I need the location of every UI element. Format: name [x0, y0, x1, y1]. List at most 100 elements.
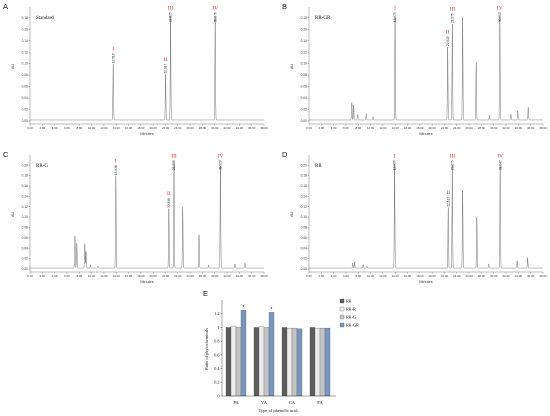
retention-time-label: 22.612	[446, 197, 450, 207]
x-tick-label: 28.00	[478, 274, 486, 278]
y-tick-label: 0.12	[301, 50, 307, 54]
x-tick-label: 36.00	[248, 126, 256, 130]
y-tick-label: 0.04	[301, 246, 307, 250]
y-tick-label: 1	[217, 325, 219, 330]
y-tick-label: 0.06	[301, 85, 307, 89]
x-tick-label: 10.00	[88, 274, 96, 278]
y-axis-title: Ratio of phytochemicals	[204, 328, 209, 370]
y-axis-title: AU	[11, 64, 15, 70]
x-tick-label: 24.00	[174, 274, 182, 278]
y-tick-label: 0.02	[22, 257, 28, 261]
retention-time-label: 23.386	[172, 160, 176, 170]
x-tick-label: 24.00	[453, 274, 461, 278]
y-tick-label: 0.10	[301, 62, 307, 66]
x-tick-label: 28.00	[478, 126, 486, 130]
x-axis-title: Minutes	[419, 280, 432, 284]
x-tick-label: 36.00	[527, 126, 535, 130]
x-tick-label: 38.00	[260, 274, 268, 278]
y-tick-label: 0.20	[22, 163, 28, 167]
legend-label: RR-R	[346, 307, 356, 312]
bar	[281, 327, 288, 397]
y-tick-label: 0.06	[22, 236, 28, 240]
x-tick-label: 12.00	[379, 126, 387, 130]
x-tick-label: 34.00	[515, 126, 523, 130]
y-tick-label: 0.16	[301, 27, 307, 31]
retention-time-label: 23.275	[450, 160, 454, 170]
x-tick-label: 0.00	[27, 126, 33, 130]
compound-label: II	[446, 190, 450, 196]
x-tick-label: 14.00	[392, 126, 400, 130]
y-tick-label: 0.16	[22, 27, 28, 31]
y-axis-title: AU	[290, 212, 294, 218]
x-tick-label: 0.00	[306, 126, 312, 130]
bar	[258, 326, 265, 397]
category-label: PA	[233, 400, 239, 405]
y-tick-label: 0.4	[214, 366, 220, 371]
y-tick-label: 0.08	[301, 226, 307, 230]
panel-e-bar-chart: E 0 0.2 0.4 0.6 0.8 1 1.2 * PA * VA CA FA Type of phen…	[203, 289, 359, 413]
retention-time-label: 22.546	[167, 198, 171, 208]
compound-label: III	[450, 6, 456, 12]
y-tick-label: 0.02	[301, 257, 307, 261]
x-tick-label: 26.00	[186, 274, 194, 278]
x-tick-label: 8.00	[76, 274, 82, 278]
x-tick-label: 38.00	[260, 126, 268, 130]
y-tick-label: 0.14	[22, 194, 28, 198]
y-tick-label: 0.14	[301, 39, 307, 43]
panel-label: B	[282, 2, 287, 11]
retention-time-label: 22.515	[446, 36, 450, 46]
x-tick-label: 36.00	[527, 274, 535, 278]
x-tick-label: 28.00	[199, 126, 207, 130]
x-axis-title: Minutes	[140, 132, 153, 136]
compound-label: I	[394, 154, 396, 160]
x-tick-label: 12.00	[379, 274, 387, 278]
compound-label: IV	[497, 154, 503, 160]
retention-time-label: 30.990	[498, 12, 502, 22]
panel-label: A	[3, 2, 8, 11]
x-tick-label: 20.00	[429, 274, 437, 278]
y-tick-label: 0.02	[301, 108, 307, 112]
x-tick-label: 10.00	[367, 274, 375, 278]
x-axis-title: Minutes	[419, 132, 432, 136]
x-tick-label: 8.00	[355, 274, 361, 278]
retention-time-label: 22.017	[164, 64, 168, 74]
x-tick-label: 10.00	[367, 126, 375, 130]
y-tick-label: 0.14	[301, 194, 307, 198]
x-tick-label: 30.00	[490, 274, 498, 278]
x-tick-label: 22.00	[441, 274, 449, 278]
panel-c-chromatogram: C RR-G 0.00 0.02 0.04 0.06 0.08 0.10 0.12 0.14 0.1…	[3, 150, 268, 284]
panel-a-chromatogram: A Standard 0.00 0.02 0.04 0.06 0.08 0.10 0.12 0.1…	[3, 2, 268, 136]
x-tick-label: 16.00	[125, 126, 133, 130]
x-tick-label: 4.00	[52, 274, 58, 278]
x-axis-title: Type of phenolic acid	[258, 408, 298, 413]
panel-label: E	[203, 289, 208, 298]
x-tick-label: 14.00	[392, 274, 400, 278]
bar	[314, 327, 321, 397]
x-tick-label: 18.00	[137, 274, 145, 278]
x-tick-label: 4.00	[331, 126, 337, 130]
x-tick-label: 18.00	[137, 126, 145, 130]
x-tick-label: 6.00	[64, 274, 70, 278]
y-tick-label: 0.18	[22, 16, 28, 20]
x-tick-label: 0.00	[306, 274, 312, 278]
retention-time-label: 30.076	[213, 12, 217, 22]
x-tick-label: 22.00	[441, 126, 449, 130]
y-tick-label: 0.08	[22, 73, 28, 77]
x-tick-label: 24.00	[453, 126, 461, 130]
compound-label: III	[450, 154, 456, 160]
y-tick-label: 0.00	[301, 267, 307, 271]
y-tick-label: 0.04	[301, 96, 307, 100]
retention-time-label: 22.825	[169, 12, 173, 22]
x-tick-label: 32.00	[223, 126, 231, 130]
y-tick-label: 0.02	[22, 108, 28, 112]
significance-asterisk: *	[243, 305, 245, 311]
bar	[263, 327, 270, 397]
x-tick-label: 38.00	[539, 274, 547, 278]
x-tick-label: 34.00	[236, 126, 244, 130]
sample-name: Standard	[36, 16, 54, 21]
y-axis-title: AU	[11, 212, 15, 218]
y-tick-label: 0.08	[22, 226, 28, 230]
chromatogram-trace	[29, 15, 265, 121]
legend-label: RR-GR	[346, 323, 359, 328]
x-tick-label: 14.00	[113, 274, 121, 278]
